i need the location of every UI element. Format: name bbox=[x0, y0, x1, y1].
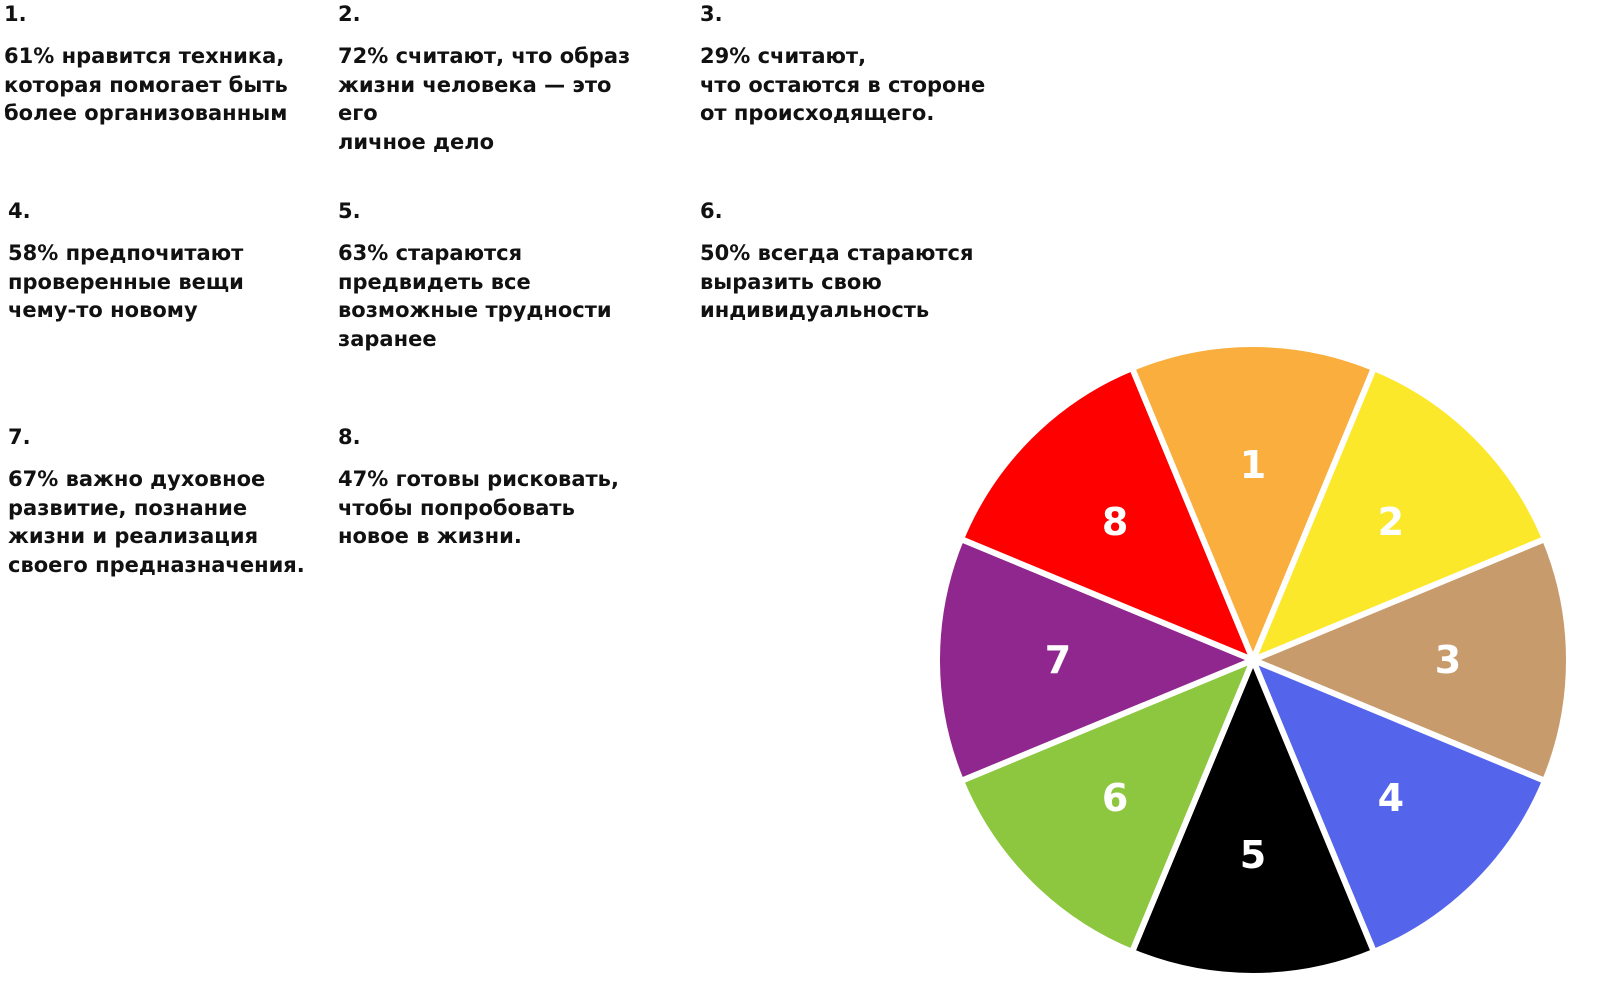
wheel-slice-label-5: 5 bbox=[1240, 833, 1266, 877]
stat-text: 63% стараются предвидеть все возможные т… bbox=[338, 241, 612, 351]
wheel-slice-2 bbox=[1250, 365, 1548, 663]
wheel-slice-label-7: 7 bbox=[1045, 638, 1071, 682]
stat-number: 2. bbox=[338, 2, 361, 26]
wheel-slice-label-4: 4 bbox=[1378, 776, 1404, 820]
stat-block-8: 8. 47% готовы рисковать, чтобы попробова… bbox=[338, 423, 658, 551]
wheel-slice-5 bbox=[1129, 657, 1377, 979]
wheel-slice-8 bbox=[958, 365, 1256, 663]
stat-block-2: 2. 72% считают, что образ жизни человека… bbox=[338, 0, 658, 156]
stat-text: 61% нравится техника, которая помогает б… bbox=[4, 44, 288, 125]
segment-wheel-chart: 1 2 3 4 5 6 7 8 bbox=[940, 341, 1572, 979]
stat-number: 3. bbox=[700, 2, 723, 26]
stat-number: 4. bbox=[8, 199, 31, 223]
stat-block-7: 7. 67% важно духовное развитие, познание… bbox=[8, 423, 328, 579]
wheel-slice-label-3: 3 bbox=[1435, 638, 1461, 682]
wheel-slice-label-8: 8 bbox=[1102, 500, 1128, 544]
stat-text: 72% считают, что образ жизни человека — … bbox=[338, 44, 631, 154]
wheel-slice-label-1: 1 bbox=[1240, 443, 1266, 487]
stat-block-3: 3. 29% считают, что остаются в стороне о… bbox=[700, 0, 1020, 128]
stat-block-6: 6. 50% всегда стараются выразить свою ин… bbox=[700, 197, 1020, 325]
stat-number: 5. bbox=[338, 199, 361, 223]
wheel-slice-3 bbox=[1250, 536, 1572, 784]
stat-text: 67% важно духовное развитие, познание жи… bbox=[8, 467, 305, 577]
wheel-slice-label-2: 2 bbox=[1378, 500, 1404, 544]
wheel-slice-7 bbox=[940, 536, 1256, 784]
stat-number: 6. bbox=[700, 199, 723, 223]
stat-block-5: 5. 63% стараются предвидеть все возможны… bbox=[338, 197, 658, 353]
wheel-slice-label-6: 6 bbox=[1102, 776, 1128, 820]
wheel-slice-4 bbox=[1250, 657, 1548, 955]
stat-text: 50% всегда стараются выразить свою индив… bbox=[700, 241, 974, 322]
wheel-slice-1 bbox=[1129, 341, 1377, 663]
stat-number: 7. bbox=[8, 425, 31, 449]
wheel-slice-6 bbox=[958, 657, 1256, 955]
stat-number: 8. bbox=[338, 425, 361, 449]
stat-block-4: 4. 58% предпочитают проверенные вещи чем… bbox=[8, 197, 328, 325]
stat-text: 29% считают, что остаются в стороне от п… bbox=[700, 44, 986, 125]
stat-number: 1. bbox=[4, 2, 27, 26]
stat-block-1: 1. 61% нравится техника, которая помогае… bbox=[4, 0, 324, 128]
stat-text: 47% готовы рисковать, чтобы попробовать … bbox=[338, 467, 619, 548]
stat-text: 58% предпочитают проверенные вещи чему-т… bbox=[8, 241, 244, 322]
